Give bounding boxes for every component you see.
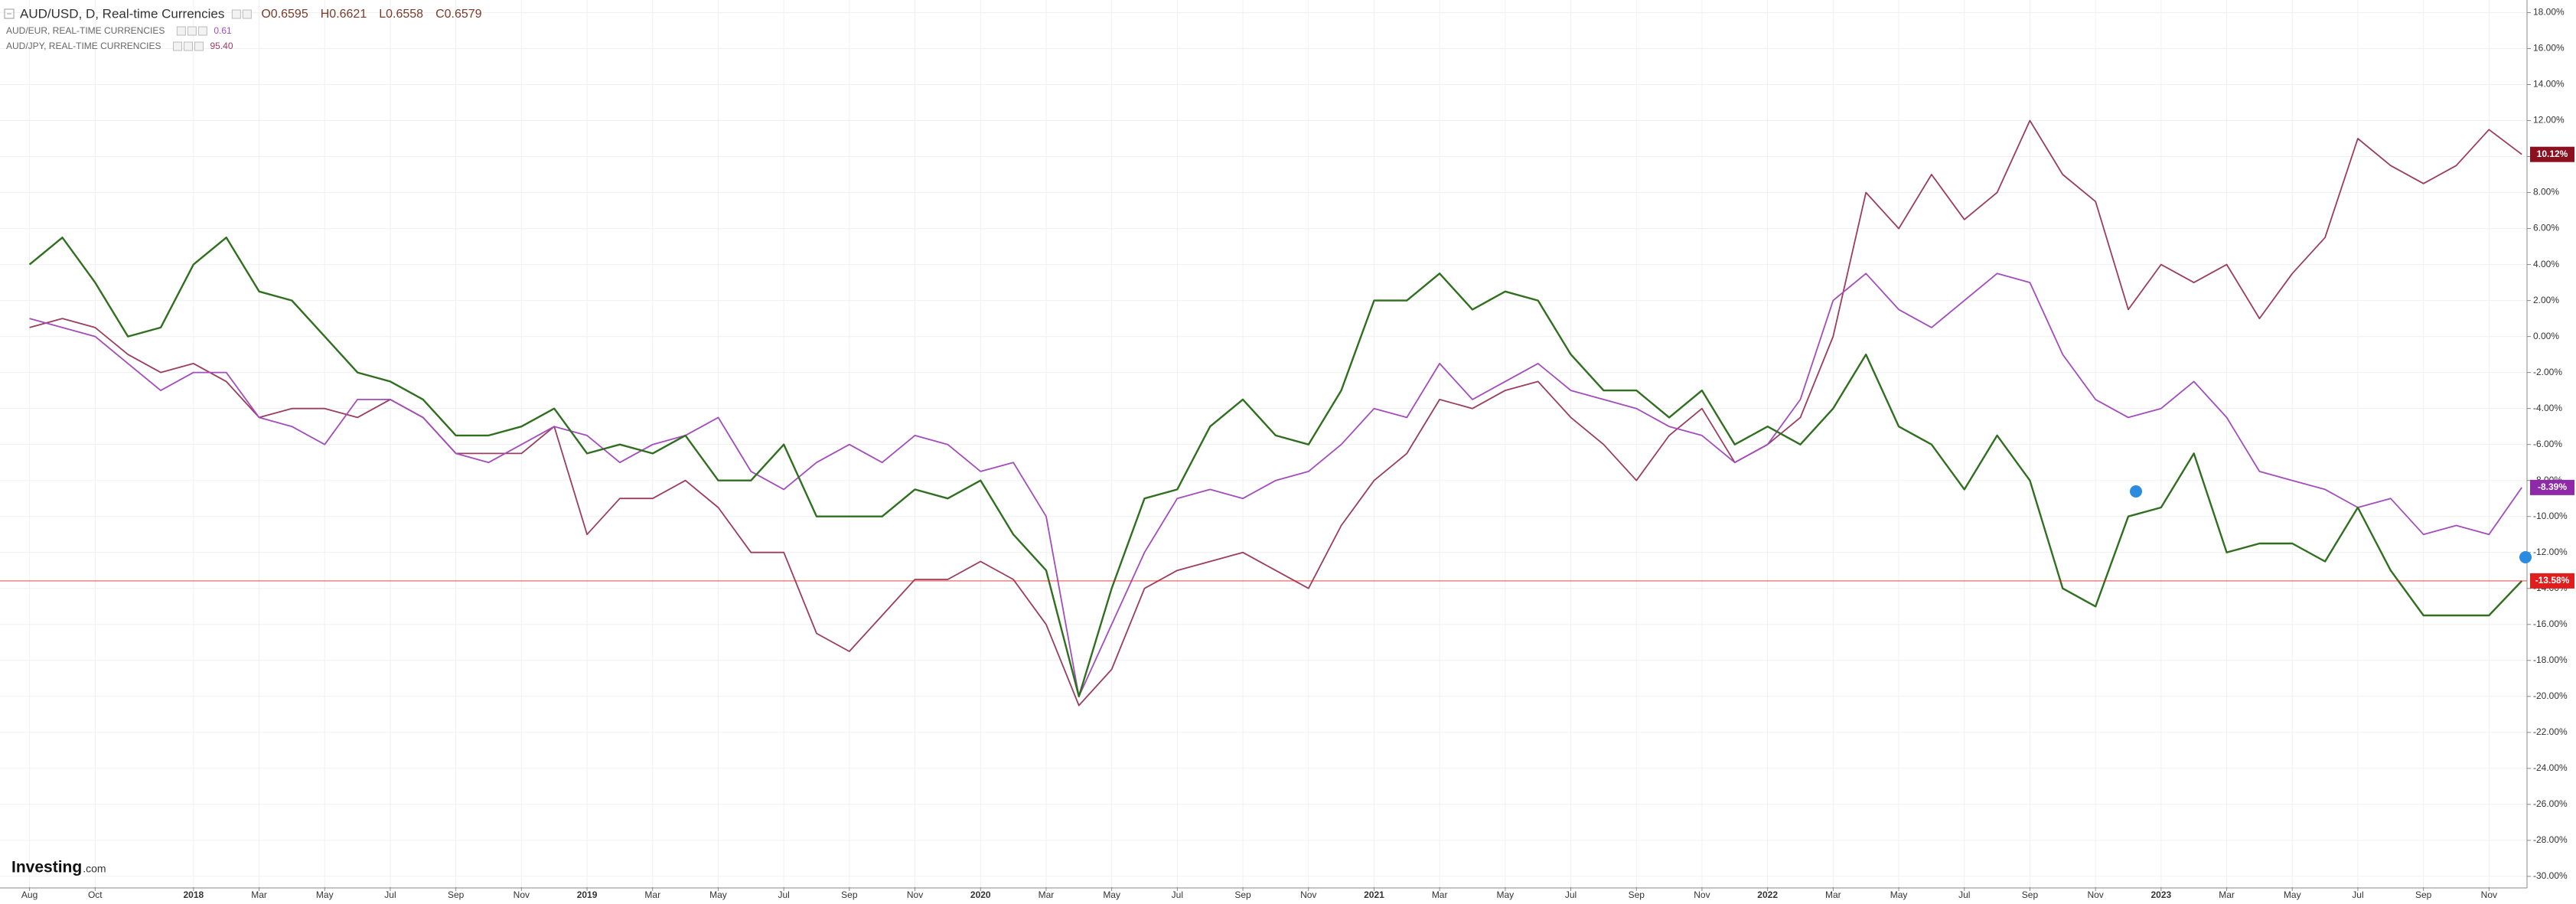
- x-tick-label: May: [2284, 889, 2301, 900]
- logo-suffix: .com: [83, 863, 106, 875]
- y-tick-label: -20.00%: [2533, 690, 2568, 701]
- legend-value: 95.40: [210, 41, 233, 51]
- x-tick-label: Nov: [514, 889, 530, 900]
- x-tick-label: 2019: [577, 889, 598, 900]
- value-label-box: [2530, 573, 2574, 589]
- y-tick-label: -18.00%: [2533, 654, 2568, 665]
- legend-main: AUD/USD, D, Real-time Currencies: [20, 6, 224, 21]
- y-tick-label: 16.00%: [2533, 43, 2565, 54]
- axes: 18.00%16.00%14.00%12.00%10.00%8.00%6.00%…: [21, 7, 2574, 900]
- x-tick-label: Nov: [1300, 889, 1316, 900]
- legend-icon: [231, 9, 241, 19]
- x-tick-label: Nov: [2087, 889, 2103, 900]
- x-tick-label: Jul: [1565, 889, 1577, 900]
- x-tick-label: Jul: [2352, 889, 2363, 900]
- x-tick-label: Mar: [2219, 889, 2235, 900]
- y-tick-label: -10.00%: [2533, 511, 2568, 521]
- x-tick-label: May: [1103, 889, 1120, 900]
- x-tick-label: Mar: [1825, 889, 1841, 900]
- x-tick-label: Nov: [2481, 889, 2497, 900]
- x-tick-label: Nov: [1694, 889, 1710, 900]
- y-tick-label: 6.00%: [2533, 223, 2559, 233]
- legend-quote: C0.6579: [435, 8, 482, 21]
- x-tick-label: Sep: [2022, 889, 2039, 900]
- legend-quote: L0.6558: [379, 8, 423, 21]
- x-tick-label: Nov: [907, 889, 923, 900]
- x-tick-label: Aug: [21, 889, 37, 900]
- x-tick-label: Sep: [1234, 889, 1251, 900]
- value-label-box: [2530, 146, 2574, 162]
- y-tick-label: -26.00%: [2533, 798, 2568, 809]
- legend-value: 0.61: [214, 25, 232, 36]
- x-tick-label: May: [709, 889, 727, 900]
- y-tick-label: 2.00%: [2533, 295, 2559, 305]
- y-tick-label: -6.00%: [2533, 439, 2562, 449]
- x-tick-label: May: [1497, 889, 1515, 900]
- event-marker[interactable]: [2130, 485, 2142, 498]
- x-tick-label: Mar: [644, 889, 660, 900]
- legend-icon: [172, 41, 182, 51]
- x-tick-label: May: [316, 889, 334, 900]
- x-tick-label: Sep: [1629, 889, 1645, 900]
- y-tick-label: 0.00%: [2533, 331, 2559, 341]
- y-tick-label: -12.00%: [2533, 547, 2568, 557]
- grid: [0, 0, 2527, 887]
- y-tick-label: -30.00%: [2533, 870, 2568, 881]
- x-tick-label: Sep: [841, 889, 858, 900]
- legend-icon: [176, 26, 186, 36]
- value-label-box: [2530, 479, 2574, 495]
- x-tick-label: Jul: [384, 889, 396, 900]
- x-tick-label: Oct: [88, 889, 103, 900]
- y-tick-label: 4.00%: [2533, 259, 2559, 269]
- y-tick-label: 14.00%: [2533, 79, 2565, 90]
- logo-brand: Investing: [11, 859, 82, 876]
- y-tick-label: -22.00%: [2533, 726, 2568, 737]
- plot: [0, 119, 2527, 707]
- legend-quote: O0.6595: [261, 8, 308, 21]
- legend-icon: [183, 41, 193, 51]
- logo: Investing .com: [11, 859, 106, 876]
- x-tick-label: Mar: [1039, 889, 1055, 900]
- y-tick-label: -28.00%: [2533, 834, 2568, 845]
- series-line: [29, 273, 2522, 697]
- y-tick-label: -16.00%: [2533, 618, 2568, 629]
- x-tick-label: Mar: [251, 889, 267, 900]
- series-line: [28, 237, 2523, 697]
- x-tick-label: 2021: [1364, 889, 1384, 900]
- legend-icon: [187, 26, 197, 36]
- x-tick-label: Sep: [2415, 889, 2432, 900]
- y-tick-label: -2.00%: [2533, 367, 2562, 377]
- legend: AUD/USD, D, Real-time Currencies O0.6595 H…: [4, 6, 482, 51]
- x-tick-label: 2022: [1757, 889, 1778, 900]
- x-tick-label: Jul: [1172, 889, 1183, 900]
- value-label: 10.12%: [2537, 148, 2568, 159]
- legend-icon: [197, 26, 207, 36]
- legend-quote: H0.6621: [321, 8, 367, 21]
- legend-icon: [194, 41, 204, 51]
- y-tick-label: -24.00%: [2533, 762, 2568, 773]
- x-tick-label: Jul: [778, 889, 789, 900]
- x-tick-label: 2018: [183, 889, 204, 900]
- x-tick-label: 2020: [970, 889, 991, 900]
- x-tick-label: 2023: [2150, 889, 2171, 900]
- legend-item: AUD/EUR, REAL-TIME CURRENCIES: [6, 25, 165, 36]
- y-tick-label: 18.00%: [2533, 7, 2565, 18]
- event-marker[interactable]: [2519, 551, 2532, 563]
- value-label: -13.58%: [2535, 575, 2570, 586]
- y-tick-label: 12.00%: [2533, 115, 2565, 126]
- value-label: -8.39%: [2538, 481, 2567, 492]
- x-tick-label: Mar: [1432, 889, 1448, 900]
- legend-item: AUD/JPY, REAL-TIME CURRENCIES: [6, 41, 161, 51]
- y-tick-label: 8.00%: [2533, 187, 2559, 197]
- collapse-icon[interactable]: [4, 8, 15, 19]
- x-tick-label: Sep: [448, 889, 465, 900]
- x-tick-label: Jul: [1958, 889, 1970, 900]
- legend-icon: [242, 9, 252, 19]
- x-tick-label: May: [1890, 889, 1908, 900]
- y-tick-label: -4.00%: [2533, 403, 2562, 413]
